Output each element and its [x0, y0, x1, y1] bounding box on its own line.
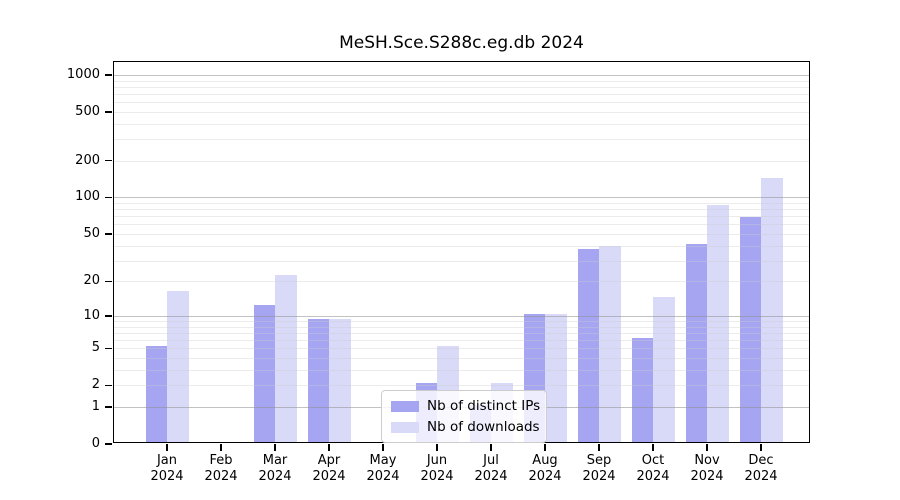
x-tick-mark: [436, 444, 438, 451]
legend-entry-downloads: Nb of downloads: [391, 419, 540, 435]
x-tick-label: Jun 2024: [420, 453, 454, 484]
bar-distinct-ips: [685, 243, 707, 442]
y-tick-label: 5: [91, 340, 100, 356]
x-tick-mark: [166, 444, 168, 451]
gridline-minor: [114, 102, 809, 104]
y-tick-mark: [105, 443, 112, 445]
y-tick-label: 1: [91, 398, 100, 414]
x-tick-mark: [328, 444, 330, 451]
x-tick-label: Aug 2024: [528, 453, 562, 484]
gridline-minor: [114, 233, 809, 235]
y-tick-label: 1000: [66, 66, 100, 82]
y-tick-label: 500: [75, 103, 100, 119]
bar-downloads: [707, 205, 729, 442]
axis-ticks-layer: 0 1 2 5 10 20 50 100 200 500 1000 Jan 2024 Feb 2024 Mar…: [67, 62, 809, 484]
y-tick-mark: [105, 111, 112, 113]
gridline-major: [114, 315, 809, 317]
y-tick-label: 100: [75, 189, 100, 205]
y-tick-mark: [105, 233, 112, 235]
gridline-minor: [114, 203, 809, 205]
bar-downloads: [653, 297, 675, 442]
y-tick-label: 200: [75, 152, 100, 168]
x-tick-label: Nov 2024: [690, 453, 724, 484]
y-tick-label: 10: [83, 307, 100, 323]
bar-distinct-ips: [631, 338, 653, 442]
gridline-minor: [114, 80, 809, 82]
y-tick-mark: [105, 384, 112, 386]
y-tick-label: 0: [91, 436, 100, 451]
x-tick-label: Oct 2024: [636, 453, 670, 484]
bar-downloads: [167, 290, 189, 442]
gridline-minor: [114, 385, 809, 387]
x-tick-label: Jul 2024: [474, 453, 508, 484]
bar-downloads: [329, 319, 351, 442]
gridline-minor: [114, 369, 809, 371]
gridline-minor: [114, 332, 809, 334]
gridline-minor: [114, 281, 809, 283]
y-tick-mark: [105, 406, 112, 408]
y-tick-mark: [105, 74, 112, 76]
legend: Nb of distinct IPs Nb of downloads: [381, 390, 547, 443]
gridline-minor: [114, 139, 809, 141]
gridline-minor: [114, 348, 809, 350]
gridline-major: [114, 74, 809, 76]
bar-distinct-ips: [739, 217, 761, 442]
x-tick-label: Jan 2024: [150, 453, 184, 484]
gridline-minor: [114, 326, 809, 328]
y-tick-mark: [105, 196, 112, 199]
x-tick-mark: [706, 444, 708, 451]
y-tick-mark: [105, 280, 112, 283]
legend-swatch-downloads: [391, 421, 419, 433]
x-tick-mark: [274, 444, 276, 451]
gridline-minor: [114, 224, 809, 226]
x-tick-label: Sep 2024: [582, 453, 616, 484]
gridline-minor: [114, 123, 809, 125]
bar-distinct-ips: [307, 319, 329, 442]
y-tick-mark: [105, 347, 112, 349]
bar-downloads: [545, 313, 567, 442]
gridline-minor: [114, 245, 809, 247]
gridline-minor: [114, 111, 809, 113]
gridline-minor: [114, 358, 809, 360]
grid-layer: [114, 62, 809, 442]
gridline-minor: [114, 260, 809, 262]
plot-area: 0 1 2 5 10 20 50 100 200 500 1000 Jan 2024 Feb 2024 Mar…: [67, 61, 810, 484]
legend-entry-distinct-ips: Nb of distinct IPs: [391, 398, 541, 414]
y-tick-mark: [105, 160, 112, 162]
legend-label-downloads: Nb of downloads: [427, 419, 540, 435]
gridline-minor: [114, 160, 809, 162]
x-tick-label: Dec 2024: [744, 453, 778, 484]
gridline-minor: [114, 321, 809, 322]
x-tick-label: Apr 2024: [312, 453, 346, 484]
gridline-minor: [114, 216, 809, 218]
x-tick-mark: [382, 444, 384, 451]
x-tick-mark: [652, 444, 654, 451]
y-tick-label: 20: [83, 273, 100, 289]
gridline-minor: [114, 93, 809, 95]
bar-distinct-ips: [145, 346, 167, 442]
bar-distinct-ips: [577, 249, 599, 442]
y-tick-label: 50: [83, 225, 100, 241]
x-tick-label: May 2024: [366, 453, 400, 484]
x-tick-label: Feb 2024: [204, 453, 238, 484]
gridline-minor: [114, 209, 809, 211]
legend-label-distinct-ips: Nb of distinct IPs: [427, 398, 541, 414]
y-tick-mark: [105, 315, 112, 317]
legend-swatch-distinct-ips: [391, 400, 419, 412]
x-tick-mark: [544, 444, 546, 451]
gridline-minor: [114, 340, 809, 342]
gridline-minor: [114, 86, 809, 88]
x-tick-mark: [220, 444, 222, 451]
x-tick-mark: [490, 444, 492, 451]
x-tick-mark: [598, 444, 600, 451]
bar-downloads: [761, 178, 783, 442]
chart-title: MeSH.Sce.S288c.eg.db 2024: [339, 33, 584, 53]
x-tick-label: Mar 2024: [258, 453, 292, 484]
y-tick-label: 2: [91, 377, 100, 393]
bar-downloads: [599, 246, 621, 442]
gridline-major: [114, 197, 809, 199]
x-tick-mark: [760, 444, 762, 451]
